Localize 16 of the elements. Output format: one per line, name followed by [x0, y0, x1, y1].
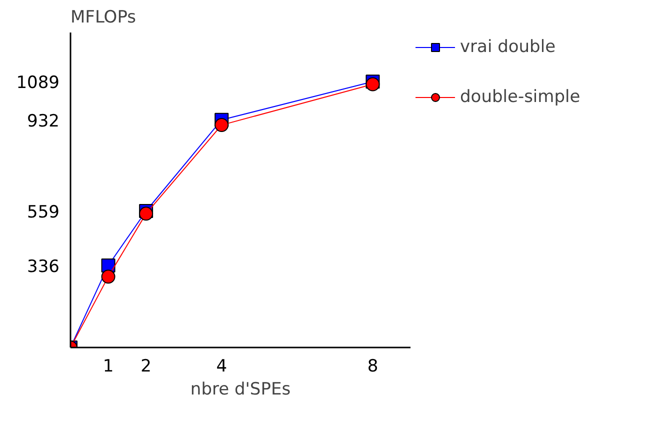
x-tick-label: 8 [367, 356, 378, 376]
x-tick-label: 2 [140, 356, 152, 376]
point [139, 206, 154, 221]
x-tick-label: 4 [216, 356, 228, 376]
y-tick-label: 1089 [16, 73, 60, 94]
point [214, 118, 229, 132]
legend-label: double-simple [460, 87, 580, 107]
y-tick-label: 336 [27, 256, 60, 277]
legend-label: vrai double [460, 37, 556, 57]
y-axis-title: MFLOPs [70, 8, 136, 28]
y-tick-label: 932 [27, 111, 60, 132]
point [101, 270, 116, 284]
x-axis-title: nbre d'SPEs [190, 380, 291, 400]
y-tick-label: 559 [27, 202, 60, 222]
x-tick-label: 1 [102, 356, 114, 376]
point [366, 77, 380, 92]
